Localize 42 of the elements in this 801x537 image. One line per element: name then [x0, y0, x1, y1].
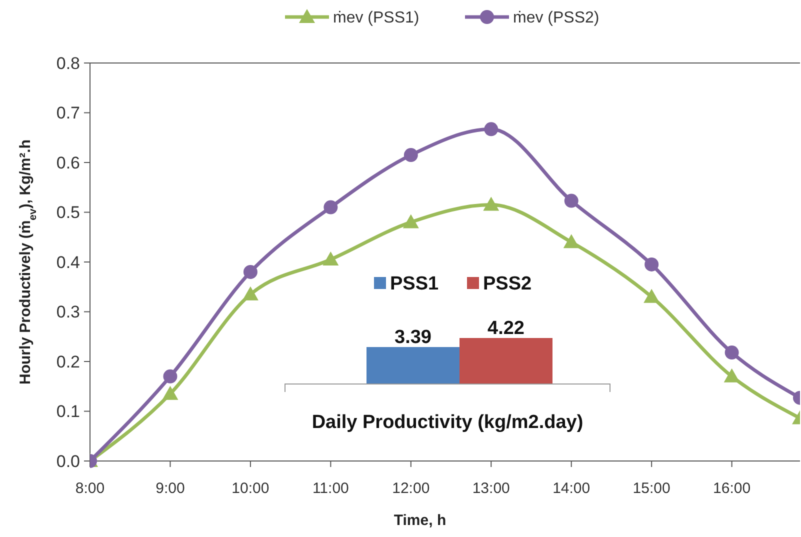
- point: [324, 200, 338, 214]
- point: [484, 122, 498, 136]
- point: [243, 264, 258, 279]
- legend-label: PSS2: [483, 274, 532, 295]
- y-tick-label: 0.7: [56, 104, 80, 123]
- x-tick-label: 12:00: [392, 480, 430, 497]
- y-tick-label: 0.5: [56, 203, 80, 222]
- point: [724, 346, 739, 360]
- y-tick-label: 0.8: [56, 54, 80, 73]
- data-label: 4.22: [488, 318, 524, 339]
- x-tick-label: 15:00: [632, 480, 670, 497]
- point: [724, 368, 740, 382]
- x-tick-label: 10:00: [232, 480, 270, 497]
- legend-label: PSS1: [390, 274, 440, 295]
- legend-label: ṁev (PSS1): [333, 10, 420, 27]
- x-axis-title: Time, h: [394, 512, 446, 529]
- point: [402, 214, 419, 228]
- point: [644, 288, 660, 303]
- y-tick-label: 0.3: [56, 302, 80, 322]
- point: [322, 252, 339, 266]
- y-tick-label: 0.1: [56, 402, 80, 422]
- data-label: 3.39: [394, 327, 432, 348]
- x-tick-label: 14:00: [552, 480, 590, 497]
- point: [404, 148, 418, 162]
- x-tick-label: 8:00: [75, 480, 105, 497]
- x-tick-label: 16:00: [713, 480, 751, 497]
- y-tick-label: 0.6: [56, 153, 80, 172]
- point: [564, 194, 578, 208]
- point: [483, 196, 500, 211]
- y-tick-label: 0.4: [56, 252, 80, 272]
- x-tick-label: 13:00: [472, 480, 510, 497]
- point: [242, 286, 258, 300]
- point: [563, 234, 580, 248]
- y-tick-label: 0.0: [56, 452, 80, 471]
- point: [163, 369, 178, 384]
- x-tick-label: 9:00: [156, 480, 185, 497]
- point: [162, 386, 178, 400]
- x-tick-label: 11:00: [312, 480, 349, 497]
- y-tick-label: 0.2: [56, 352, 80, 372]
- point: [644, 257, 659, 272]
- legend-label: ṁev (PSS2): [513, 10, 600, 27]
- x-axis-title: Daily Productivity (kg/m2.day): [312, 412, 584, 433]
